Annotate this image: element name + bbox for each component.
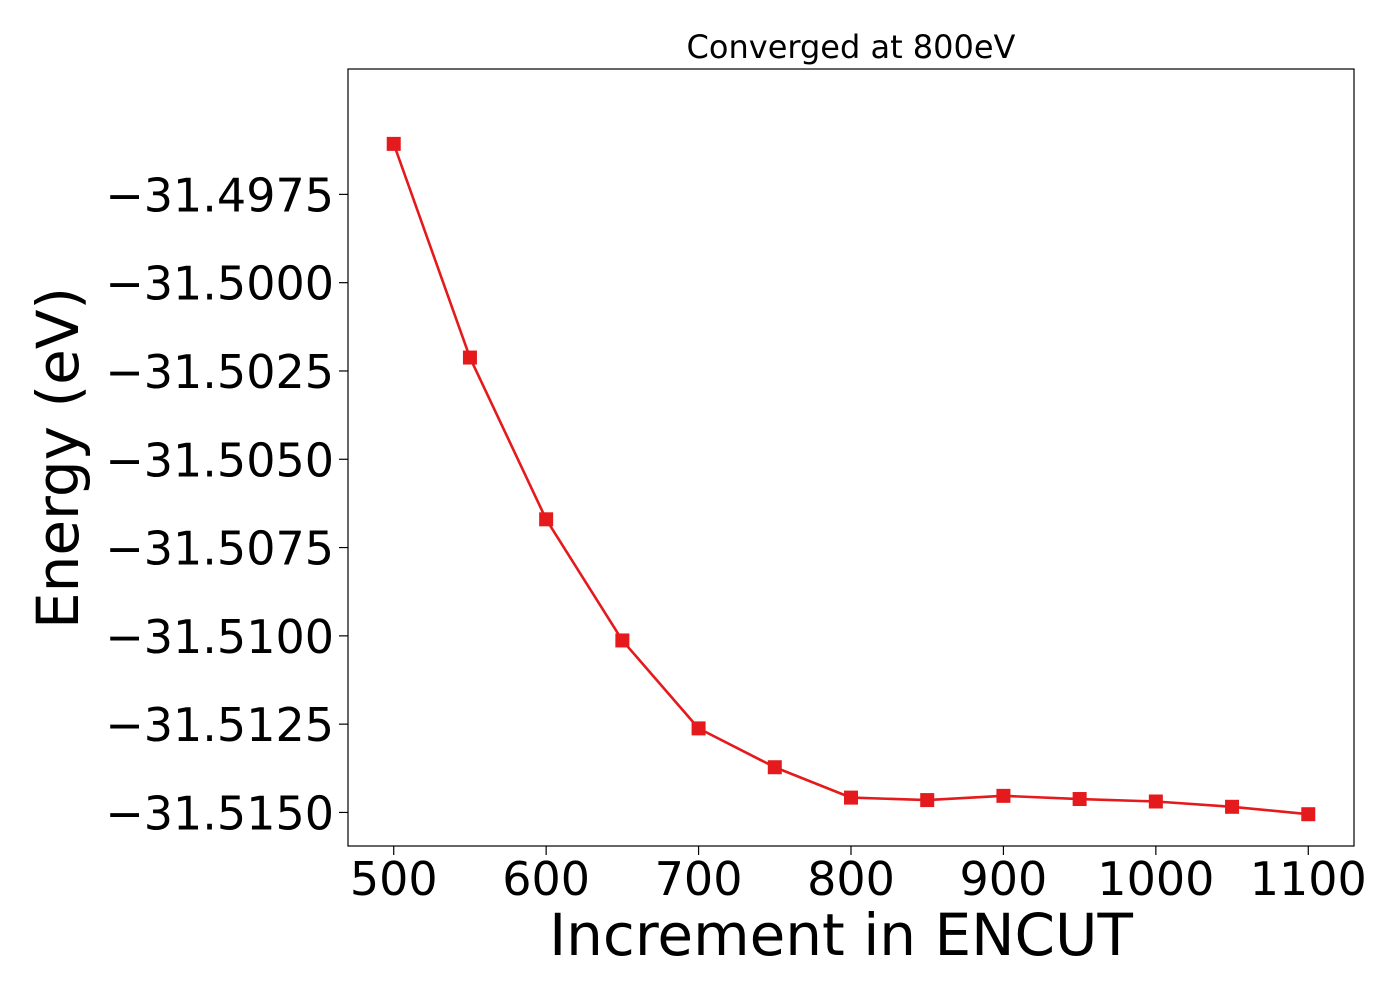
x-axis-title: Increment in ENCUT — [549, 901, 1133, 969]
data-point-marker — [691, 721, 706, 736]
y-axis-title: Energy (eV) — [24, 287, 92, 629]
y-tick-label: −31.5100 — [105, 610, 334, 664]
series-layer — [386, 136, 1316, 822]
x-tick-label: 800 — [807, 852, 895, 906]
x-tick-label: 1100 — [1250, 852, 1367, 906]
x-tick-label: 1000 — [1097, 852, 1214, 906]
chart-title: Converged at 800eV — [687, 28, 1016, 66]
x-axis: 500 600 700 800 900 1000 1100 — [350, 846, 1367, 906]
data-point-marker — [1072, 792, 1087, 807]
data-point-marker — [920, 793, 935, 808]
y-tick-label: −31.4975 — [105, 168, 334, 222]
y-tick-label: −31.5125 — [105, 698, 334, 752]
data-point-marker — [462, 350, 477, 365]
data-point-marker — [539, 512, 554, 527]
data-point-marker — [615, 633, 630, 648]
data-point-marker — [844, 790, 858, 805]
data-point-marker — [767, 760, 782, 775]
data-point-marker — [1225, 799, 1240, 814]
data-point-marker — [996, 788, 1011, 803]
series-line — [392, 143, 1309, 816]
data-point-marker — [1148, 794, 1163, 809]
x-tick-label: 700 — [655, 852, 743, 906]
y-tick-label: −31.5025 — [105, 345, 334, 399]
x-tick-label: 500 — [350, 852, 438, 906]
y-tick-label: −31.5050 — [105, 433, 334, 487]
data-point-marker — [386, 136, 401, 151]
y-tick-label: −31.5150 — [105, 786, 334, 840]
y-tick-label: −31.5000 — [105, 257, 334, 311]
y-axis: −31.4975 −31.5000 −31.5025 −31.5050 −31.5075… — [105, 168, 348, 840]
plot-area-frame — [347, 68, 1355, 847]
data-point-marker — [1301, 807, 1316, 822]
y-tick-label: −31.5075 — [105, 522, 334, 576]
x-tick-label: 600 — [502, 852, 590, 906]
x-tick-label: 900 — [960, 852, 1048, 906]
